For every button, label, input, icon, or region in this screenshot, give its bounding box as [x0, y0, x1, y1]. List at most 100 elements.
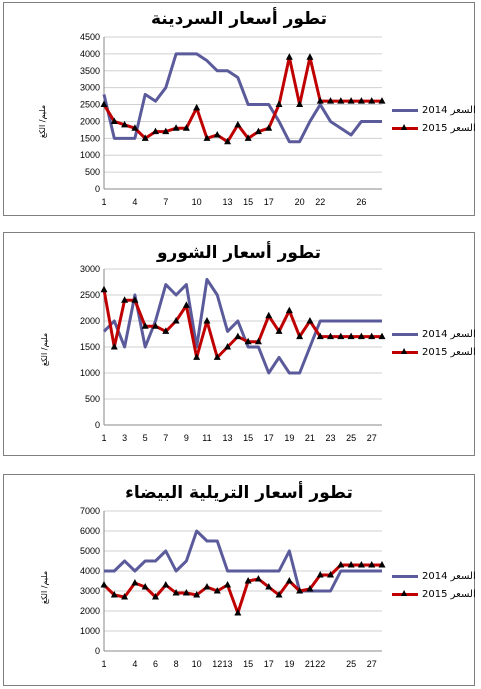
data-point-marker	[347, 332, 355, 340]
x-tick-label: 1	[101, 197, 106, 207]
triangle-marker-icon: ▲	[401, 345, 408, 355]
y-tick-label: 2500	[80, 290, 100, 300]
x-tick-label: 17	[264, 433, 274, 443]
legend-swatch-2015: ▲	[392, 588, 418, 596]
y-tick-label: 1000	[80, 626, 100, 636]
y-tick-label: 2000	[80, 606, 100, 616]
y-tick-label: 2000	[80, 316, 100, 326]
y-tick-label: 3000	[80, 83, 100, 93]
data-point-marker	[203, 317, 211, 324]
data-point-marker	[368, 332, 376, 340]
legend-item-2014: السعر 2014	[392, 567, 476, 585]
data-point-marker	[203, 583, 211, 590]
x-tick-label: 9	[184, 433, 189, 443]
x-tick-label: 7	[163, 433, 168, 443]
data-point-marker	[368, 561, 376, 568]
legend-label: السعر 2014	[422, 104, 476, 116]
y-tick-label: 3000	[80, 264, 100, 274]
x-tick-label: 15	[243, 197, 253, 207]
data-point-marker	[213, 587, 221, 594]
data-point-marker	[306, 317, 314, 324]
x-tick-label: 27	[367, 433, 377, 443]
y-tick-label: 3000	[80, 586, 100, 596]
chart-title: تطور أسعار الشورو	[156, 243, 322, 263]
series-line-2014	[102, 277, 382, 375]
data-point-marker	[151, 127, 159, 135]
x-tick-label: 19	[284, 659, 294, 669]
x-tick-label: 23	[326, 433, 336, 443]
legend-item-2015: ▲ السعر 2015	[392, 119, 476, 137]
data-point-marker	[285, 306, 293, 314]
x-tick-label: 15	[243, 659, 253, 669]
y-axis-label: مليم/ الكغ	[40, 570, 50, 605]
data-point-marker	[296, 332, 304, 340]
x-tick-label: 7	[163, 197, 168, 207]
data-point-marker	[193, 353, 201, 360]
data-point-marker	[347, 97, 355, 104]
chart-title: تطور أسعار السردينة	[151, 9, 327, 29]
chart-legend: السعر 2014 ▲ السعر 2015	[392, 567, 476, 603]
data-point-marker	[131, 124, 139, 131]
data-point-marker	[203, 134, 211, 141]
data-point-marker	[368, 97, 376, 104]
data-point-marker	[275, 327, 283, 334]
y-tick-label: 4000	[80, 49, 100, 59]
data-point-marker	[182, 301, 190, 308]
trilia-price-chart: تطور أسعار التريلية البيضاء 0 1000 2000 300…	[3, 474, 476, 686]
data-point-marker	[172, 124, 180, 131]
data-point-marker	[275, 591, 283, 598]
data-point-marker	[244, 337, 252, 345]
y-tick-label: 3500	[80, 66, 100, 76]
data-point-marker	[296, 100, 304, 108]
shorou-price-chart: تطور أسعار الشورو 0 500 1000 1500 2000 2500 30…	[3, 232, 476, 456]
data-point-marker	[224, 343, 232, 350]
legend-swatch-2015: ▲	[392, 122, 418, 130]
data-point-marker	[213, 353, 221, 360]
data-point-marker	[265, 311, 273, 319]
y-tick-label: 0	[95, 646, 100, 656]
x-tick-label: 21	[305, 659, 315, 669]
chart-legend: السعر 2014 ▲ السعر 2015	[392, 325, 476, 361]
x-tick-label: 4	[132, 659, 137, 669]
x-tick-label: 1	[101, 659, 106, 669]
data-point-marker	[224, 581, 232, 588]
data-point-marker	[357, 332, 365, 340]
x-tick-label: 10	[192, 659, 202, 669]
data-point-marker	[100, 100, 108, 108]
data-point-marker	[234, 332, 242, 340]
y-axis-label: مليم/ الكغ	[40, 332, 50, 367]
data-point-marker	[213, 130, 221, 138]
legend-label: السعر 2014	[422, 570, 476, 582]
x-tick-label: 13	[223, 659, 233, 669]
series-line-2015	[102, 289, 382, 359]
data-point-marker	[244, 134, 252, 141]
legend-swatch-2015: ▲	[392, 346, 418, 354]
legend-swatch-2014	[392, 332, 418, 336]
data-point-marker	[162, 581, 170, 588]
triangle-marker-icon: ▲	[401, 587, 408, 597]
data-point-marker	[121, 296, 129, 303]
data-point-marker	[193, 591, 201, 598]
legend-label: السعر 2015	[422, 122, 476, 134]
legend-label: السعر 2014	[422, 328, 476, 340]
x-tick-label: 17	[264, 659, 274, 669]
data-point-marker	[337, 97, 345, 104]
data-point-marker	[337, 561, 345, 568]
data-point-marker	[265, 124, 273, 131]
y-tick-label: 2000	[80, 116, 100, 126]
data-point-marker	[254, 337, 262, 345]
legend-item-2015: ▲ السعر 2015	[392, 343, 476, 361]
y-tick-label: 1000	[80, 368, 100, 378]
y-tick-label: 4500	[80, 32, 100, 42]
legend-label: السعر 2015	[422, 346, 476, 358]
data-point-marker	[110, 343, 118, 350]
x-tick-label: 22	[315, 659, 325, 669]
x-tick-label: 6	[153, 659, 158, 669]
data-point-marker	[378, 561, 386, 568]
x-tick-label: 13	[223, 197, 233, 207]
data-point-marker	[327, 571, 335, 578]
data-point-marker	[151, 322, 159, 329]
y-tick-label: 1500	[80, 133, 100, 143]
x-tick-label: 17	[264, 197, 274, 207]
y-tick-label: 7000	[80, 506, 100, 516]
